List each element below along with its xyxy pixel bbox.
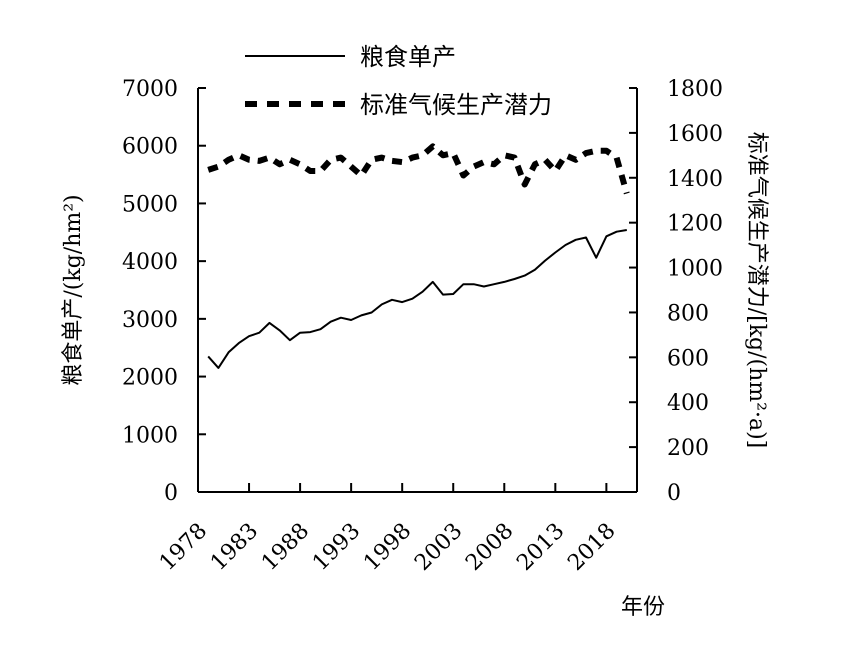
x-tick-label: 1983 <box>206 519 263 576</box>
grain-yield-line <box>207 229 627 369</box>
left-tick-label: 7000 <box>122 77 178 102</box>
series-layer <box>207 143 630 369</box>
right-axis-ticks: 0 200 400 600 800 1000 1200 1400 1600 1800 <box>629 77 723 506</box>
left-tick-label: 6000 <box>122 135 178 160</box>
left-tick-label: 4000 <box>122 250 178 275</box>
x-tick-label: 1998 <box>359 519 416 576</box>
right-axis-title: 标准气候生产潜力/[kg/(hm²·a)] <box>744 132 769 449</box>
x-tick-label: 2003 <box>410 519 467 576</box>
right-tick-label: 400 <box>667 391 709 416</box>
left-tick-label: 3000 <box>122 308 178 333</box>
x-tick-label: 2018 <box>563 519 620 576</box>
left-tick-label: 5000 <box>122 192 178 217</box>
left-tick-label: 1000 <box>122 423 178 448</box>
x-tick-label: 1988 <box>257 519 314 576</box>
left-tick-label: 0 <box>164 481 178 506</box>
right-tick-label: 0 <box>667 481 681 506</box>
left-axis-title: 粮食单产/(kg/hm²) <box>61 194 86 385</box>
x-tick-label: 2013 <box>512 519 569 576</box>
right-tick-label: 1000 <box>667 257 723 282</box>
x-tick-label: 1978 <box>155 519 212 576</box>
legend-label: 标准气候生产潜力 <box>360 91 552 119</box>
legend-label: 粮食单产 <box>360 43 456 71</box>
left-axis-ticks: 0 1000 2000 3000 4000 5000 6000 7000 <box>122 77 206 506</box>
right-tick-label: 600 <box>667 346 709 371</box>
right-tick-label: 800 <box>667 301 709 326</box>
left-tick-label: 2000 <box>122 366 178 391</box>
right-tick-label: 1200 <box>667 212 723 237</box>
x-axis-title: 年份 <box>621 595 665 620</box>
climate-potential-line <box>207 143 630 195</box>
x-tick-label: 1993 <box>308 519 365 576</box>
right-tick-label: 200 <box>667 436 709 461</box>
right-tick-label: 1400 <box>667 167 723 192</box>
x-tick-label: 2008 <box>461 519 518 576</box>
right-tick-label: 1600 <box>667 122 723 147</box>
plot-frame <box>197 88 638 493</box>
right-tick-label: 1800 <box>667 77 723 102</box>
